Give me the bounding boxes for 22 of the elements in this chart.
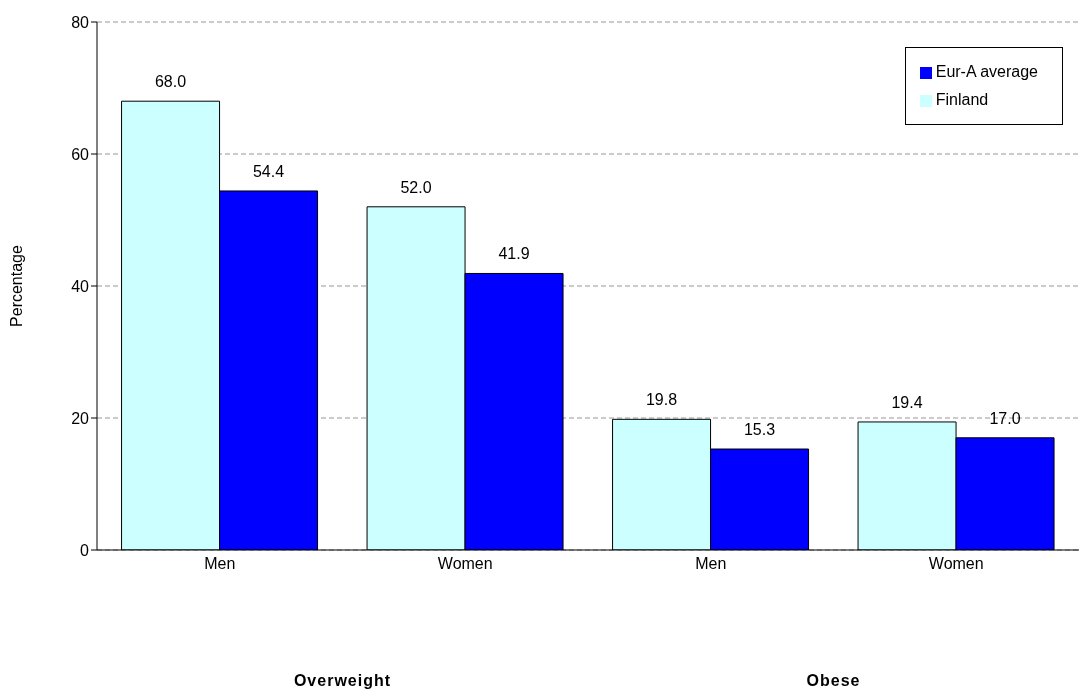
data-label: 17.0 xyxy=(989,409,1021,427)
data-label: 41.9 xyxy=(498,245,530,263)
x-tick-label: Men xyxy=(204,555,236,573)
y-tick-label: 0 xyxy=(80,541,90,559)
data-label: 19.4 xyxy=(891,393,923,411)
data-label: 68.0 xyxy=(154,73,187,91)
y-tick-label: 20 xyxy=(71,409,90,427)
text: Overweight xyxy=(292,672,393,690)
y-tick-label: 80 xyxy=(71,13,90,31)
text: Obese xyxy=(805,672,862,690)
data-label: 15.3 xyxy=(743,421,776,439)
y-tick-label: 60 xyxy=(71,145,90,163)
y-tick-label: 40 xyxy=(71,277,90,295)
legend-label: Finland xyxy=(935,91,989,108)
legend-label: Eur-A average xyxy=(935,63,1038,80)
data-label: 54.4 xyxy=(252,162,285,180)
data-label: 19.8 xyxy=(645,391,678,409)
x-tick-label: Women xyxy=(437,555,493,573)
data-label: 52.0 xyxy=(400,178,432,196)
x-tick-label: Women xyxy=(928,555,984,573)
y-axis-title: Percentage xyxy=(7,244,25,327)
x-tick-label: Men xyxy=(695,555,727,573)
